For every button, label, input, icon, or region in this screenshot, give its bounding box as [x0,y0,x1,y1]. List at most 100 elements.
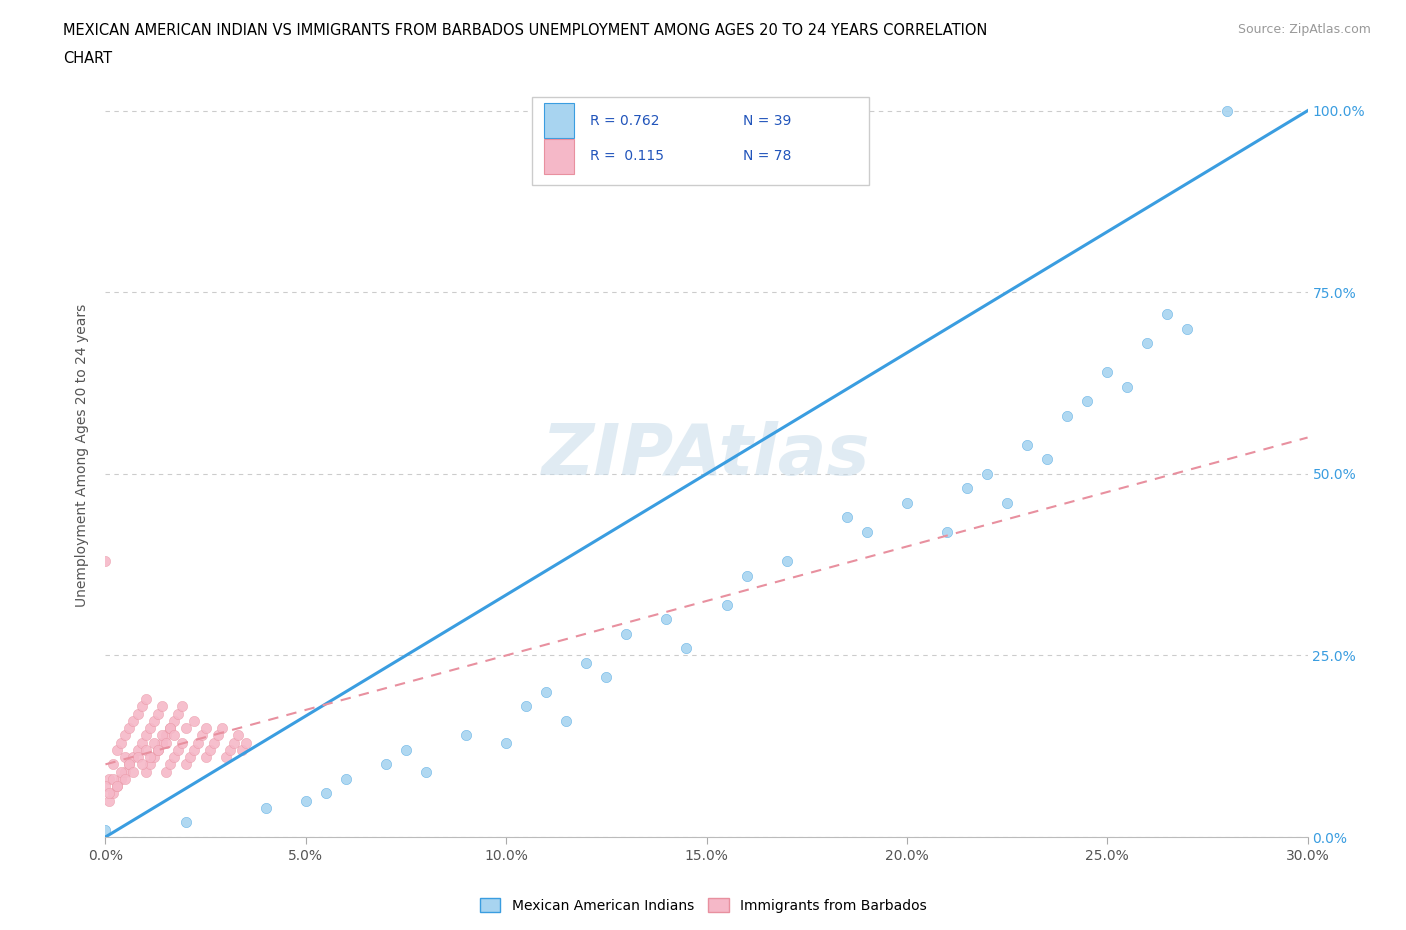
Point [1156,307,1178,322]
Point [855,525,877,539]
Point [122,750,145,764]
Point [94,553,117,568]
Point [454,728,477,743]
Point [135,728,157,743]
Point [1036,452,1059,467]
Point [150,728,173,743]
Point [675,641,697,656]
Text: Source: ZipAtlas.com: Source: ZipAtlas.com [1237,23,1371,36]
Point [187,735,209,750]
Point [214,750,236,764]
Point [226,728,249,743]
Point [146,742,169,757]
Point [146,742,169,757]
Text: CHART: CHART [63,51,112,66]
Point [103,772,125,787]
Point [315,786,337,801]
Point [103,757,125,772]
Point [94,778,117,793]
Bar [544,103,574,138]
Point [135,692,157,707]
Point [98,786,121,801]
Point [155,735,177,750]
Point [595,670,617,684]
Text: R = 0.762: R = 0.762 [591,113,659,127]
Point [995,496,1018,511]
Point [1216,103,1239,118]
Point [122,713,145,728]
Point [162,728,184,743]
Point [515,698,537,713]
Point [183,713,205,728]
Point [162,713,184,728]
Point [555,713,578,728]
Point [374,757,398,772]
Y-axis label: Unemployment Among Ages 20 to 24 years: Unemployment Among Ages 20 to 24 years [76,304,90,607]
Point [107,778,129,793]
Point [122,764,145,779]
Point [198,742,221,757]
Point [211,721,233,736]
Point [896,496,918,511]
Point [114,772,136,787]
Point [835,510,858,525]
Point [150,698,173,713]
Point [131,698,153,713]
Point [146,706,169,721]
Point [174,757,197,772]
Point [183,742,205,757]
Point [616,626,638,641]
Point [655,612,678,627]
Point [1017,437,1039,452]
Point [110,772,132,787]
Point [159,721,181,736]
Point [94,822,117,837]
Point [159,721,181,736]
Point [735,568,758,583]
Point [118,757,141,772]
Point [174,815,197,830]
Point [131,735,153,750]
Point [138,750,160,764]
Point [170,735,193,750]
Point [1116,379,1139,394]
Point [138,721,160,736]
Point [295,793,318,808]
Point [166,742,188,757]
Point [107,742,129,757]
Point [936,525,959,539]
Point [716,597,738,612]
Point [174,721,197,736]
Text: N = 39: N = 39 [742,113,792,127]
Point [335,772,357,787]
Point [956,481,979,496]
Point [142,713,165,728]
Point [114,728,136,743]
Point [98,772,121,787]
Point [159,757,181,772]
Legend: Mexican American Indians, Immigrants from Barbados: Mexican American Indians, Immigrants fro… [474,893,932,919]
Point [142,735,165,750]
Point [1177,321,1199,336]
Bar [544,140,574,174]
Point [534,684,557,699]
Point [142,750,165,764]
Point [110,735,132,750]
Point [495,735,517,750]
Point [415,764,437,779]
Point [118,721,141,736]
Point [1097,365,1119,379]
Point [107,778,129,793]
Point [127,706,149,721]
Point [1136,336,1159,351]
Text: ZIPAtlas: ZIPAtlas [543,421,870,490]
Point [155,764,177,779]
Point [150,735,173,750]
Point [127,750,149,764]
Point [222,735,245,750]
Point [98,793,121,808]
Point [776,553,799,568]
Point [231,742,253,757]
Point [254,801,277,816]
Point [138,757,160,772]
